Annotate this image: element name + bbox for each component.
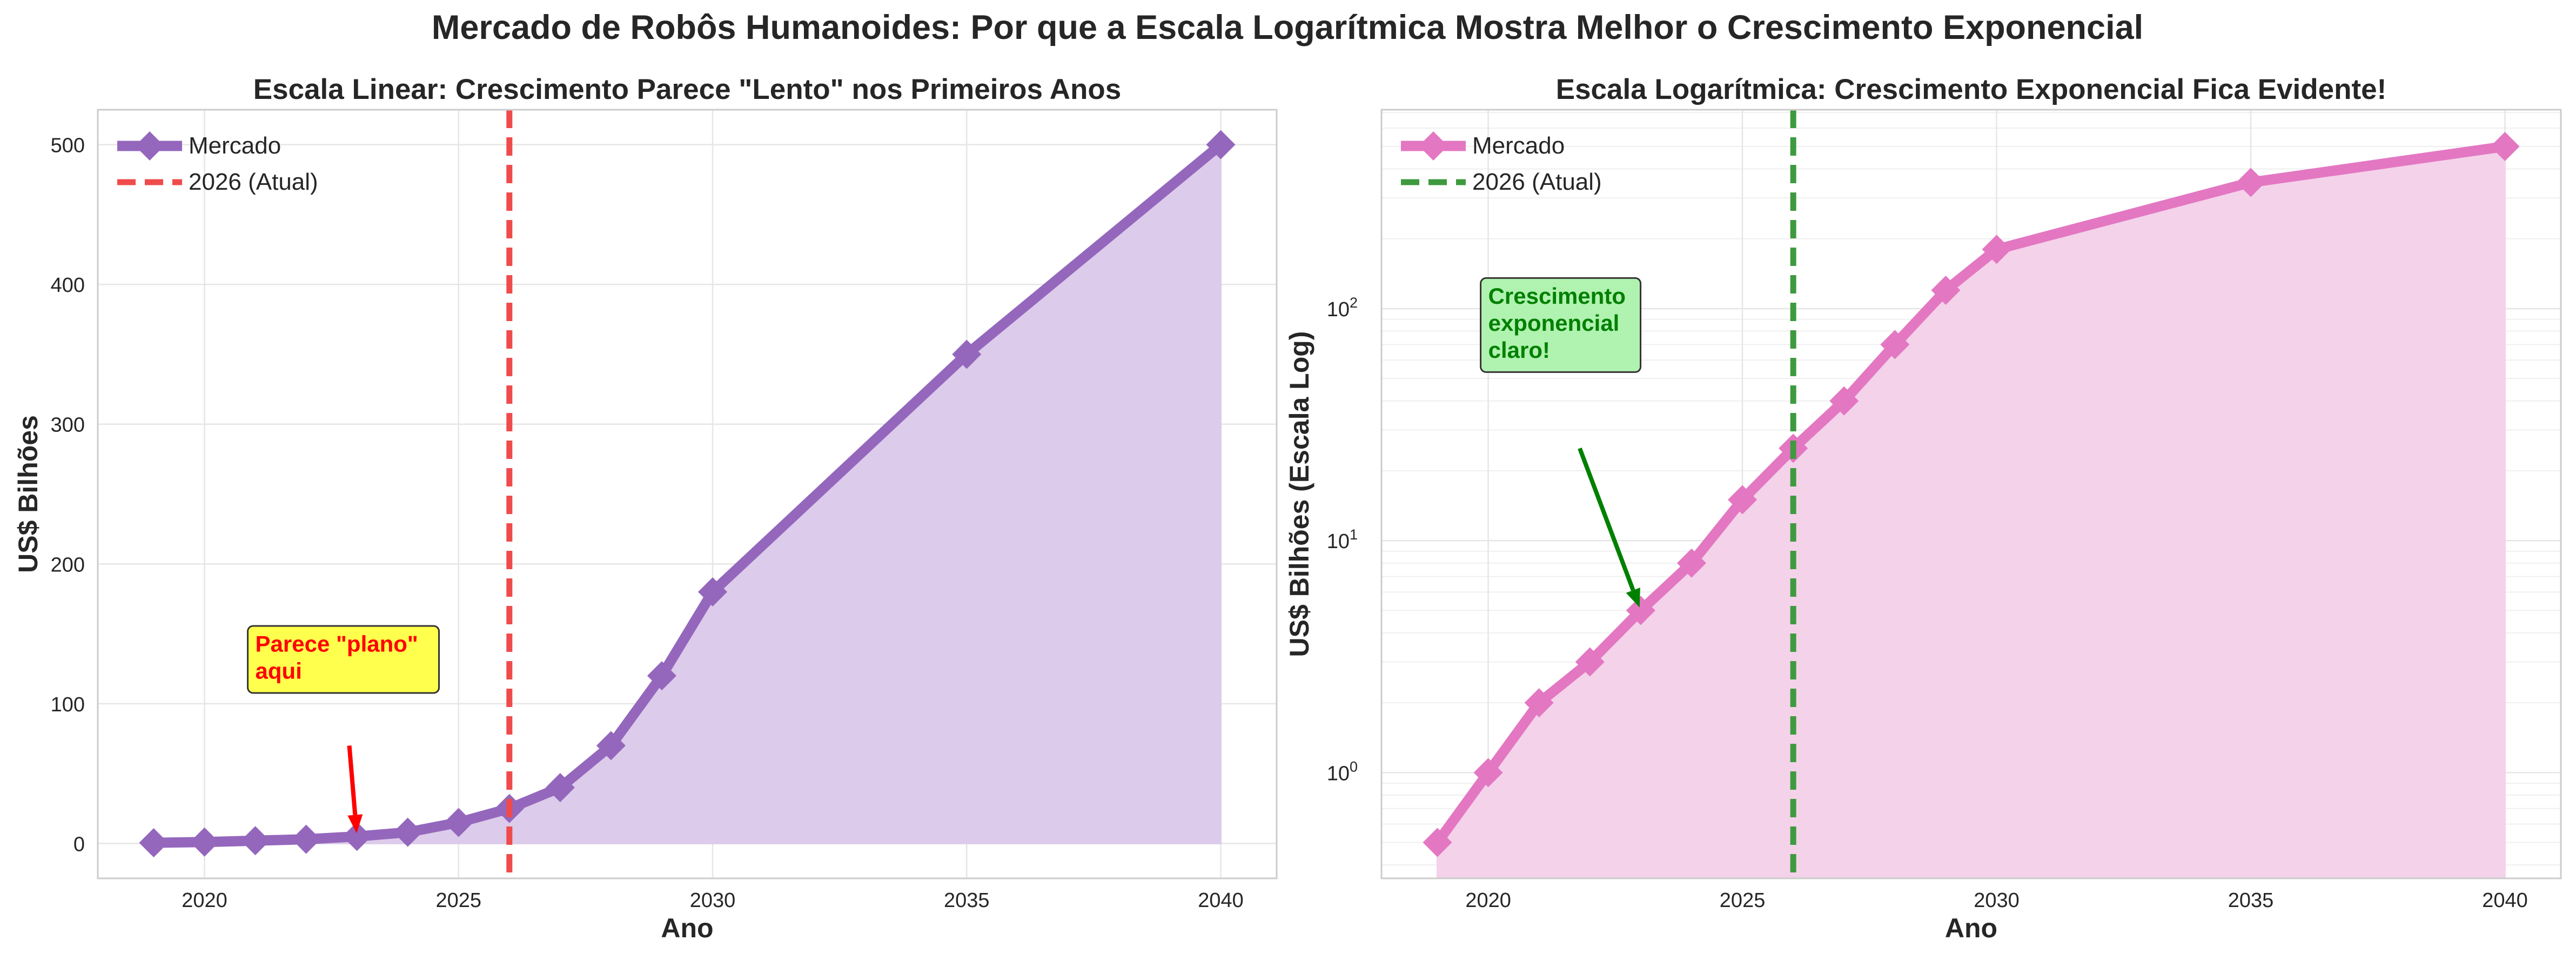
linear-x-tick-label: 2035: [944, 889, 990, 912]
log-data-point-2022: [1575, 647, 1605, 677]
linear-area-fill: [152, 143, 1222, 844]
linear-annotation-arrow: [347, 745, 358, 815]
log-annotation-arrowhead: [1626, 587, 1640, 608]
log-data-point-2030: [1982, 235, 2011, 264]
linear-data-point-2029: [647, 661, 676, 691]
log-data-point-2021: [1524, 688, 1554, 718]
log-scale-panel: 2020 2025 2030 2035 2040 100 101 102 Escala Loga…: [1284, 74, 2562, 943]
log-annotation-arrow: [1578, 447, 1635, 591]
linear-y-tick-label: 400: [51, 274, 85, 297]
linear-x-tick-label: 2020: [182, 889, 227, 912]
log-x-tick-label: 2030: [1974, 889, 2020, 912]
log-panel-title: Escala Logarítmica: Crescimento Exponenc…: [1556, 74, 2387, 105]
log-y-tick-label: 101: [1327, 526, 1358, 553]
log-data-point-2019: [1423, 828, 1452, 857]
linear-legend-series-marker: [135, 131, 164, 161]
linear-x-tick-label: 2040: [1198, 889, 1244, 912]
log-series-line: [1432, 141, 2510, 848]
log-x-tick-label: 2040: [2482, 889, 2528, 912]
linear-annotation-box: [247, 625, 440, 694]
log-y-axis-label: US$ Bilhões (Escala Log): [1284, 331, 1314, 657]
linear-data-point-2023: [342, 822, 372, 851]
linear-y-tick-label: 0: [73, 833, 85, 856]
linear-legend-vline-label: 2026 (Atual): [189, 169, 318, 195]
log-data-point-2040: [2490, 131, 2520, 161]
log-annotation-box: [1480, 277, 1642, 373]
linear-panel-title: Escala Linear: Crescimento Parece "Lento…: [253, 74, 1121, 105]
log-data-point-2024: [1676, 548, 1706, 578]
log-x-axis-label: Ano: [1945, 913, 1997, 943]
log-x-tick-label: 2020: [1465, 889, 1511, 912]
linear-data-point-2019: [139, 828, 169, 858]
linear-annotation-text: Parece "plano" aqui: [256, 631, 418, 684]
linear-data-point-2020: [190, 827, 219, 857]
linear-data-point-2040: [1206, 130, 1236, 159]
log-data-point-2028: [1880, 330, 1910, 359]
log-data-point-2025: [1728, 485, 1757, 515]
log-x-tick-label: 2025: [1720, 889, 1766, 912]
linear-legend-series-label: Mercado: [189, 132, 281, 159]
linear-y-tick-label: 100: [51, 694, 85, 716]
linear-x-tick-label: 2025: [435, 889, 481, 912]
figure-suptitle: Mercado de Robôs Humanoides: Por que a E…: [432, 9, 2143, 46]
linear-data-point-2028: [596, 731, 626, 761]
linear-scale-panel: 2020 2025 2030 2035 2040 0 100 200 300 400 500 Esca…: [13, 74, 1278, 943]
linear-y-axis-label: US$ Bilhões: [13, 415, 43, 573]
linear-data-point-2027: [545, 772, 575, 802]
linear-axes-frame: [97, 109, 1278, 879]
log-x-tick-label: 2035: [2228, 889, 2274, 912]
log-data-point-2020: [1473, 758, 1503, 788]
log-legend-vline-label: 2026 (Atual): [1472, 169, 1602, 195]
linear-data-point-2025: [444, 808, 473, 837]
log-annotation-text: Crescimento exponencial claro!: [1488, 283, 1626, 363]
log-y-tick-label: 102: [1327, 295, 1358, 321]
linear-annotation-arrowhead: [347, 814, 363, 834]
log-legend-series-label: Mercado: [1472, 132, 1565, 159]
log-area-fill: [1437, 145, 2506, 879]
log-y-tick-label: 100: [1327, 758, 1358, 785]
linear-data-point-2024: [393, 817, 422, 847]
linear-data-point-2035: [952, 339, 982, 369]
linear-x-tick-label: 2030: [690, 889, 736, 912]
log-legend-series-marker: [1419, 131, 1448, 161]
log-data-point-2027: [1829, 386, 1859, 416]
linear-data-point-2021: [240, 826, 270, 856]
linear-y-tick-label: 200: [51, 554, 85, 576]
linear-y-tick-label: 500: [51, 135, 85, 157]
linear-y-tick-label: 300: [51, 414, 85, 437]
linear-data-point-2030: [698, 577, 728, 606]
log-data-point-2023: [1626, 596, 1655, 625]
linear-data-point-2022: [291, 824, 321, 854]
log-data-point-2029: [1931, 275, 1961, 305]
linear-x-axis-label: Ano: [661, 913, 713, 943]
log-axes-frame: [1380, 109, 2562, 879]
log-data-point-2035: [2236, 168, 2266, 197]
